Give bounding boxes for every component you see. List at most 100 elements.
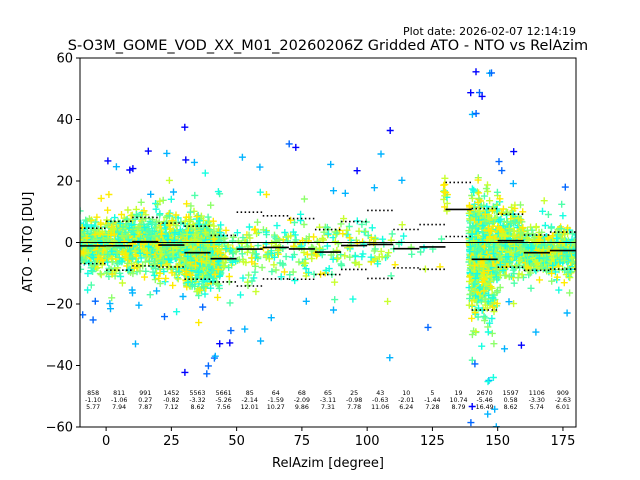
scatter-point [237, 291, 244, 299]
scatter-point [256, 188, 264, 196]
scatter-point [301, 259, 309, 267]
scatter-point [241, 325, 249, 333]
scatter-point [186, 208, 194, 216]
scatter-point [165, 176, 173, 184]
bin-mean-label: -1.10 [85, 397, 101, 404]
scatter-point [130, 264, 138, 272]
scatter-point [215, 246, 223, 254]
scatter-point [87, 267, 95, 275]
scatter-point [527, 284, 535, 292]
bin-std-label: 5.77 [86, 404, 100, 411]
scatter-point [318, 234, 326, 242]
scatter-point [571, 264, 576, 272]
scatter-point [469, 247, 477, 254]
scatter-point [489, 294, 497, 302]
scatter-point [252, 288, 260, 296]
scatter-point [337, 220, 345, 228]
scatter-point [440, 187, 447, 195]
scatter-point [165, 221, 173, 229]
bin-label-group: 858-1.105.77 [85, 390, 101, 411]
scatter-point [160, 268, 168, 276]
scatter-point [485, 262, 493, 270]
scatter-point [272, 266, 280, 274]
scatter-point [214, 188, 222, 196]
scatter-point [493, 300, 501, 307]
scatter-point [171, 229, 179, 237]
bin-std-label: 12.01 [241, 404, 259, 411]
scatter-point [113, 249, 121, 257]
scatter-point [214, 293, 222, 301]
scatter-point [262, 228, 270, 236]
scatter-point [196, 234, 204, 242]
scatter-point [484, 328, 492, 336]
scatter-point [134, 212, 142, 220]
scatter-point [501, 242, 509, 250]
scatter-point [201, 169, 209, 177]
bin-std-label: 7.94 [112, 404, 126, 411]
scatter-point [120, 238, 128, 246]
scatter-point [136, 249, 144, 257]
bin-std-label: 8.62 [190, 404, 204, 411]
scatter-point [291, 277, 299, 285]
scatter-point [470, 296, 478, 304]
scatter-point [166, 212, 174, 220]
scatter-point [215, 284, 223, 292]
scatter-point [141, 224, 149, 232]
scatter-point [510, 270, 518, 278]
scatter-point [87, 281, 95, 289]
scatter-point [152, 220, 160, 228]
scatter-point [471, 262, 479, 270]
scatter-point [264, 250, 272, 258]
scatter-point [479, 222, 487, 230]
bin-n-label: 1452 [163, 390, 179, 397]
scatter-point [506, 227, 513, 235]
scatter-point [254, 242, 262, 250]
scatter-point [465, 301, 473, 309]
scatter-point [292, 143, 300, 151]
scatter-region [218, 153, 266, 347]
x-tick-label: 25 [163, 434, 180, 449]
bin-n-label: 5563 [189, 390, 205, 397]
scatter-point [569, 230, 576, 237]
scatter-point [466, 295, 474, 303]
scatter-point [302, 235, 310, 243]
bin-label-group: 5-1.447.28 [424, 390, 440, 411]
scatter-point [468, 110, 476, 118]
scatter-point [132, 340, 139, 348]
scatter-point [551, 268, 559, 276]
scatter-point [151, 264, 159, 272]
scatter-point [323, 242, 331, 250]
scatter-point [377, 247, 385, 255]
scatter-point [188, 263, 196, 270]
scatter-point [118, 279, 126, 287]
scatter-point [570, 240, 576, 248]
scatter-point [553, 273, 561, 281]
scatter-point [499, 267, 507, 274]
scatter-point [364, 232, 372, 239]
scatter-point [475, 207, 483, 215]
scatter-point [268, 239, 276, 247]
scatter-point [486, 319, 494, 327]
scatter-point [200, 283, 208, 291]
scatter-point [256, 163, 264, 171]
scatter-point [490, 308, 498, 316]
scatter-point [358, 253, 366, 261]
scatter-point [475, 189, 483, 197]
scatter-point [518, 271, 526, 279]
bin-label-group: 909-2.636.01 [555, 390, 571, 411]
scatter-point [496, 284, 504, 291]
scatter-point [509, 180, 517, 188]
scatter-point [480, 192, 488, 200]
scatter-point [147, 190, 155, 198]
scatter-point [204, 213, 212, 221]
scatter-point [137, 198, 145, 206]
bin-mean-label: -1.59 [268, 397, 284, 404]
scatter-point [346, 234, 354, 242]
bin-mean-label: -3.32 [189, 397, 205, 404]
scatter-point [124, 206, 132, 214]
scatter-point [128, 254, 136, 262]
scatter-point [568, 258, 576, 266]
scatter-point [159, 196, 167, 204]
y-axis-label: ATO - NTO [DU] [21, 192, 36, 293]
scatter-point [248, 254, 256, 262]
